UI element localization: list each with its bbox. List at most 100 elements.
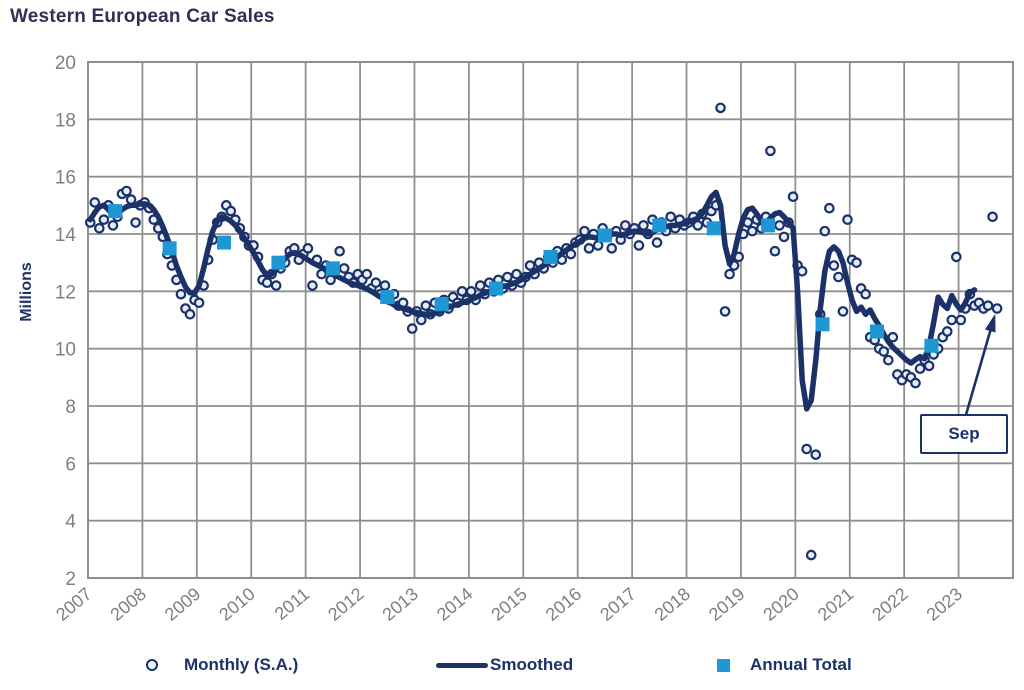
- monthly-point: [651, 237, 663, 248]
- y-tick-label: 2: [65, 569, 76, 590]
- monthly-point: [883, 354, 894, 366]
- legend-label-annual: Annual Total: [750, 655, 852, 674]
- monthly-point: [175, 288, 187, 300]
- annotation-arrow-shaft: [959, 317, 996, 433]
- monthly-point: [805, 549, 817, 561]
- monthly-point: [225, 205, 237, 217]
- monthly-point: [810, 449, 822, 461]
- monthly-point: [334, 245, 345, 257]
- y-tick-label: 16: [55, 168, 76, 189]
- annotation-arrow-head: [984, 313, 996, 333]
- monthly-point: [719, 306, 731, 317]
- monthly-point: [910, 377, 921, 389]
- monthly-point: [325, 274, 336, 286]
- x-tick-label: 2023: [923, 584, 967, 625]
- monthly-point: [583, 243, 595, 254]
- annual-total-marker: [706, 221, 721, 236]
- monthly-marker-icon: [146, 659, 158, 671]
- monthly-point: [502, 271, 513, 283]
- legend-label-monthly: Monthly (S.A.): [184, 655, 299, 674]
- x-tick-label: 2012: [324, 584, 368, 625]
- monthly-point: [787, 191, 799, 203]
- y-tick-label: 6: [65, 454, 76, 475]
- monthly-point: [774, 220, 785, 231]
- x-tick-label: 2008: [106, 584, 150, 625]
- monthly-point: [307, 280, 318, 291]
- x-tick-label: 2011: [271, 584, 314, 624]
- annual-marker-icon: [717, 658, 730, 672]
- legend-item-monthly: Monthly (S.A.): [146, 652, 298, 678]
- monthly-point: [914, 363, 926, 375]
- annual-total-marker: [271, 255, 286, 270]
- monthly-point: [955, 314, 967, 326]
- monthly-point: [261, 277, 273, 289]
- monthly-point: [923, 360, 935, 372]
- y-tick-label: 8: [65, 397, 76, 418]
- monthly-point: [941, 326, 953, 337]
- monthly-point: [107, 220, 119, 231]
- monthly-point: [379, 280, 391, 291]
- monthly-point: [769, 245, 781, 257]
- legend-item-annual: Annual Total: [717, 652, 852, 678]
- y-tick-label: 4: [65, 512, 76, 533]
- monthly-point: [828, 260, 840, 271]
- monthly-point: [837, 306, 849, 317]
- monthly-point: [125, 194, 137, 205]
- monthly-point: [819, 225, 831, 237]
- monthly-point: [982, 300, 994, 311]
- monthly-point: [420, 300, 432, 311]
- monthly-point: [98, 214, 110, 225]
- monthly-point: [833, 271, 844, 283]
- y-tick-label: 18: [55, 110, 76, 131]
- annual-total-marker: [162, 241, 177, 256]
- x-tick-label: 2013: [379, 584, 423, 625]
- x-tick-label: 2018: [651, 584, 695, 625]
- annual-total-marker: [217, 235, 232, 250]
- annual-total-marker: [597, 228, 612, 243]
- chart-title: Western European Car Sales: [10, 6, 275, 27]
- annual-total-marker: [869, 324, 884, 339]
- monthly-point: [370, 277, 382, 289]
- y-tick-label: 14: [55, 225, 77, 246]
- monthly-point: [361, 268, 373, 280]
- annual-total-marker: [543, 249, 558, 264]
- monthly-point: [94, 222, 105, 234]
- monthly-point: [620, 220, 631, 231]
- plot-border: [87, 61, 1014, 579]
- x-tick-label: 2017: [596, 584, 640, 625]
- monthly-point: [524, 260, 536, 271]
- monthly-point: [878, 346, 890, 357]
- monthly-point: [724, 268, 735, 280]
- monthly-point: [474, 280, 486, 291]
- x-tick-label: 2016: [542, 584, 586, 625]
- monthly-point: [130, 217, 141, 228]
- y-tick-label: 20: [55, 53, 76, 74]
- monthly-point: [415, 314, 427, 326]
- monthly-point: [338, 263, 350, 274]
- annual-total-marker: [652, 218, 667, 233]
- monthly-point: [193, 297, 205, 309]
- x-tick-label: 2021: [814, 584, 858, 625]
- monthly-point: [406, 323, 418, 334]
- monthly-point: [606, 243, 618, 254]
- monthly-point: [951, 251, 962, 263]
- monthly-point: [746, 225, 758, 237]
- monthly-point: [796, 265, 808, 277]
- sep-annotation-box: Sep: [920, 414, 1008, 454]
- monthly-point: [638, 220, 649, 231]
- x-tick-label: 2009: [161, 584, 205, 625]
- x-tick-label: 2015: [487, 584, 531, 625]
- monthly-point: [987, 211, 998, 223]
- annual-total-marker: [489, 281, 504, 296]
- legend-label-smoothed: Smoothed: [490, 655, 574, 674]
- annual-total-marker: [924, 338, 939, 353]
- smoothed-line: [87, 189, 978, 412]
- monthly-point: [270, 280, 282, 291]
- monthly-point: [991, 303, 1003, 314]
- annual-total-marker: [434, 297, 449, 312]
- monthly-point: [184, 308, 196, 320]
- monthly-point: [592, 240, 604, 251]
- y-tick-label: 12: [55, 282, 76, 303]
